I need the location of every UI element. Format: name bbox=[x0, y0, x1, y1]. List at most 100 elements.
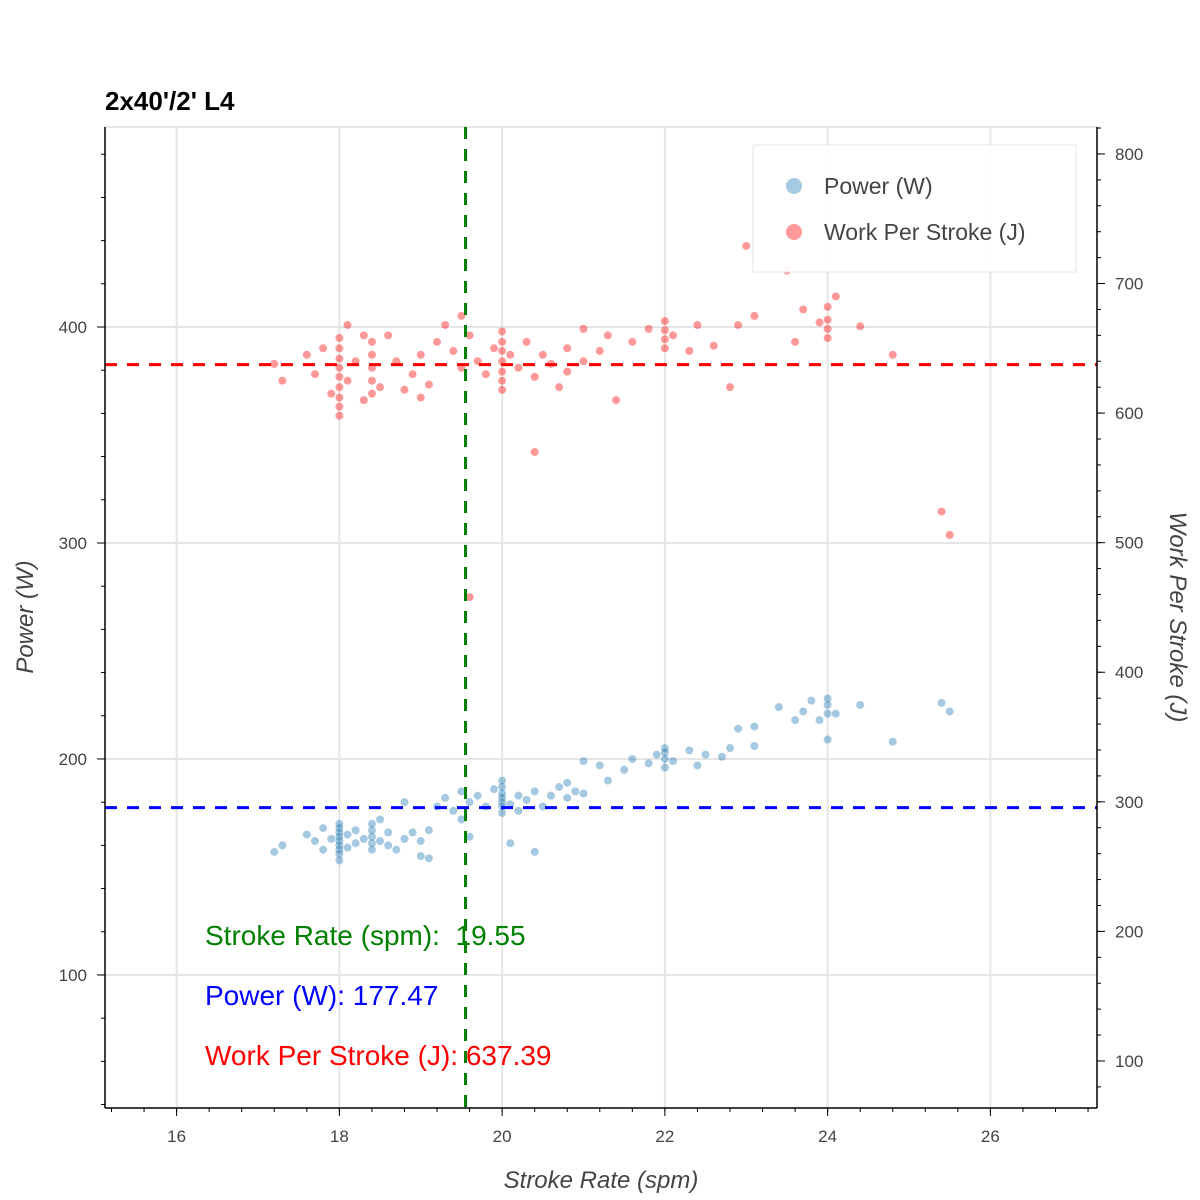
power-point bbox=[392, 845, 401, 854]
annotations: Stroke Rate (spm): 19.55 Power (W): 177.… bbox=[205, 920, 552, 1071]
power-point bbox=[302, 830, 311, 839]
work-point bbox=[725, 383, 734, 392]
power-point bbox=[310, 837, 319, 846]
work-point bbox=[563, 344, 572, 353]
work-point bbox=[327, 389, 336, 398]
power-point bbox=[530, 787, 539, 796]
work-point bbox=[489, 344, 498, 353]
power-point bbox=[831, 709, 840, 718]
work-point bbox=[335, 333, 344, 342]
power-point bbox=[343, 843, 352, 852]
power-point bbox=[937, 698, 946, 707]
power-point bbox=[441, 793, 450, 802]
power-point bbox=[498, 783, 507, 792]
work-point bbox=[555, 383, 564, 392]
power-point bbox=[750, 722, 759, 731]
power-point bbox=[725, 744, 734, 753]
power-point bbox=[376, 837, 385, 846]
work-point bbox=[595, 346, 604, 355]
work-point bbox=[888, 350, 897, 359]
x-tick-label: 18 bbox=[330, 1127, 349, 1146]
work-point bbox=[530, 372, 539, 381]
work-point bbox=[937, 507, 946, 516]
annotation-power: Power (W): 177.47 bbox=[205, 980, 438, 1011]
work-point bbox=[481, 370, 490, 379]
work-point bbox=[433, 337, 442, 346]
work-point bbox=[612, 396, 621, 405]
work-point bbox=[376, 383, 385, 392]
power-point bbox=[400, 798, 409, 807]
power-point bbox=[367, 832, 376, 841]
power-point bbox=[343, 830, 352, 839]
work-point bbox=[310, 370, 319, 379]
work-point bbox=[335, 402, 344, 411]
power-point bbox=[335, 819, 344, 828]
power-point bbox=[563, 778, 572, 787]
legend-label-power[interactable]: Power (W) bbox=[824, 173, 933, 199]
work-point bbox=[335, 354, 344, 363]
y-tick-label: 400 bbox=[59, 318, 87, 337]
power-point bbox=[823, 700, 832, 709]
power-point bbox=[660, 748, 669, 757]
power-point bbox=[522, 796, 531, 805]
power-point bbox=[774, 703, 783, 712]
power-point bbox=[498, 789, 507, 798]
power-point bbox=[367, 845, 376, 854]
work-point bbox=[823, 324, 832, 333]
work-point bbox=[335, 411, 344, 420]
power-point bbox=[546, 791, 555, 800]
power-point bbox=[351, 839, 360, 848]
x-tick-label: 26 bbox=[981, 1127, 1000, 1146]
work-point bbox=[302, 350, 311, 359]
y-tick-label: 200 bbox=[59, 750, 87, 769]
power-point bbox=[799, 707, 808, 716]
work-point bbox=[359, 331, 368, 340]
work-point bbox=[335, 344, 344, 353]
work-point bbox=[319, 344, 328, 353]
work-point bbox=[367, 389, 376, 398]
work-point bbox=[465, 331, 474, 340]
power-point bbox=[823, 694, 832, 703]
power-point bbox=[457, 787, 466, 796]
power-point bbox=[359, 834, 368, 843]
work-point bbox=[831, 292, 840, 301]
power-point bbox=[498, 793, 507, 802]
power-point bbox=[319, 824, 328, 833]
power-point bbox=[620, 765, 629, 774]
power-point bbox=[465, 832, 474, 841]
work-point bbox=[465, 593, 474, 602]
work-point bbox=[823, 333, 832, 342]
power-point bbox=[660, 754, 669, 763]
work-point bbox=[945, 530, 954, 539]
power-point bbox=[489, 785, 498, 794]
work-point bbox=[538, 350, 547, 359]
work-point bbox=[449, 346, 458, 355]
work-point bbox=[799, 305, 808, 314]
work-point bbox=[522, 337, 531, 346]
power-point bbox=[595, 761, 604, 770]
work-point bbox=[498, 346, 507, 355]
power-point bbox=[449, 806, 458, 815]
power-point bbox=[807, 696, 816, 705]
power-point bbox=[465, 798, 474, 807]
axes: 16 18 20 22 24 26 100 200 300 400 100 200 300 400 500 6… bbox=[59, 127, 1143, 1146]
power-point bbox=[335, 856, 344, 865]
power-point bbox=[400, 834, 409, 843]
work-point bbox=[791, 337, 800, 346]
power-point bbox=[416, 852, 425, 861]
work-point bbox=[660, 317, 669, 326]
power-point bbox=[791, 716, 800, 725]
power-point bbox=[734, 724, 743, 733]
power-point bbox=[270, 847, 279, 856]
legend-label-work[interactable]: Work Per Stroke (J) bbox=[824, 219, 1026, 245]
power-point bbox=[367, 839, 376, 848]
reference-lines bbox=[105, 127, 1097, 1108]
power-point bbox=[416, 837, 425, 846]
power-point bbox=[457, 815, 466, 824]
power-point bbox=[498, 798, 507, 807]
work-point bbox=[644, 324, 653, 333]
power-point bbox=[563, 793, 572, 802]
y2-tick-label: 500 bbox=[1115, 534, 1143, 553]
work-point bbox=[742, 241, 751, 250]
power-point bbox=[335, 828, 344, 837]
